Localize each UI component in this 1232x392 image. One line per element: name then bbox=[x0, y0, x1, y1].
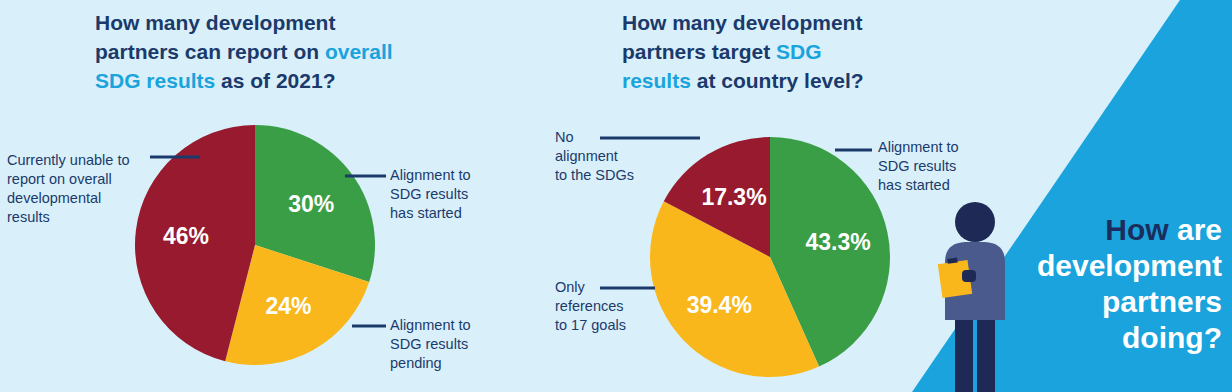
svg-text:How many developmentpartners c: How many developmentpartners can report … bbox=[95, 11, 393, 92]
svg-text:Alignment toSDG resultshas sta: Alignment toSDG resultshas started bbox=[390, 167, 471, 221]
svg-text:43.3%: 43.3% bbox=[805, 229, 870, 255]
svg-text:Alignment toSDG resultspending: Alignment toSDG resultspending bbox=[390, 317, 471, 371]
svg-text:Onlyreferencesto 17 goals: Onlyreferencesto 17 goals bbox=[555, 279, 626, 333]
svg-text:Currently unable toreport on o: Currently unable toreport on overalldeve… bbox=[8, 152, 130, 225]
svg-text:Noalignmentto the SDGs: Noalignmentto the SDGs bbox=[555, 129, 634, 183]
svg-text:Alignment toSDG resultshas sta: Alignment toSDG resultshas started bbox=[878, 139, 959, 193]
svg-text:How many developmentpartners t: How many developmentpartners target SDGr… bbox=[622, 11, 864, 92]
svg-text:17.3%: 17.3% bbox=[701, 184, 766, 210]
svg-text:How aredevelopmentpartnersdoin: How aredevelopmentpartnersdoing? bbox=[1037, 213, 1222, 354]
svg-text:39.4%: 39.4% bbox=[687, 292, 752, 318]
svg-text:30%: 30% bbox=[288, 191, 334, 217]
svg-text:24%: 24% bbox=[266, 293, 312, 319]
svg-text:46%: 46% bbox=[163, 223, 209, 249]
